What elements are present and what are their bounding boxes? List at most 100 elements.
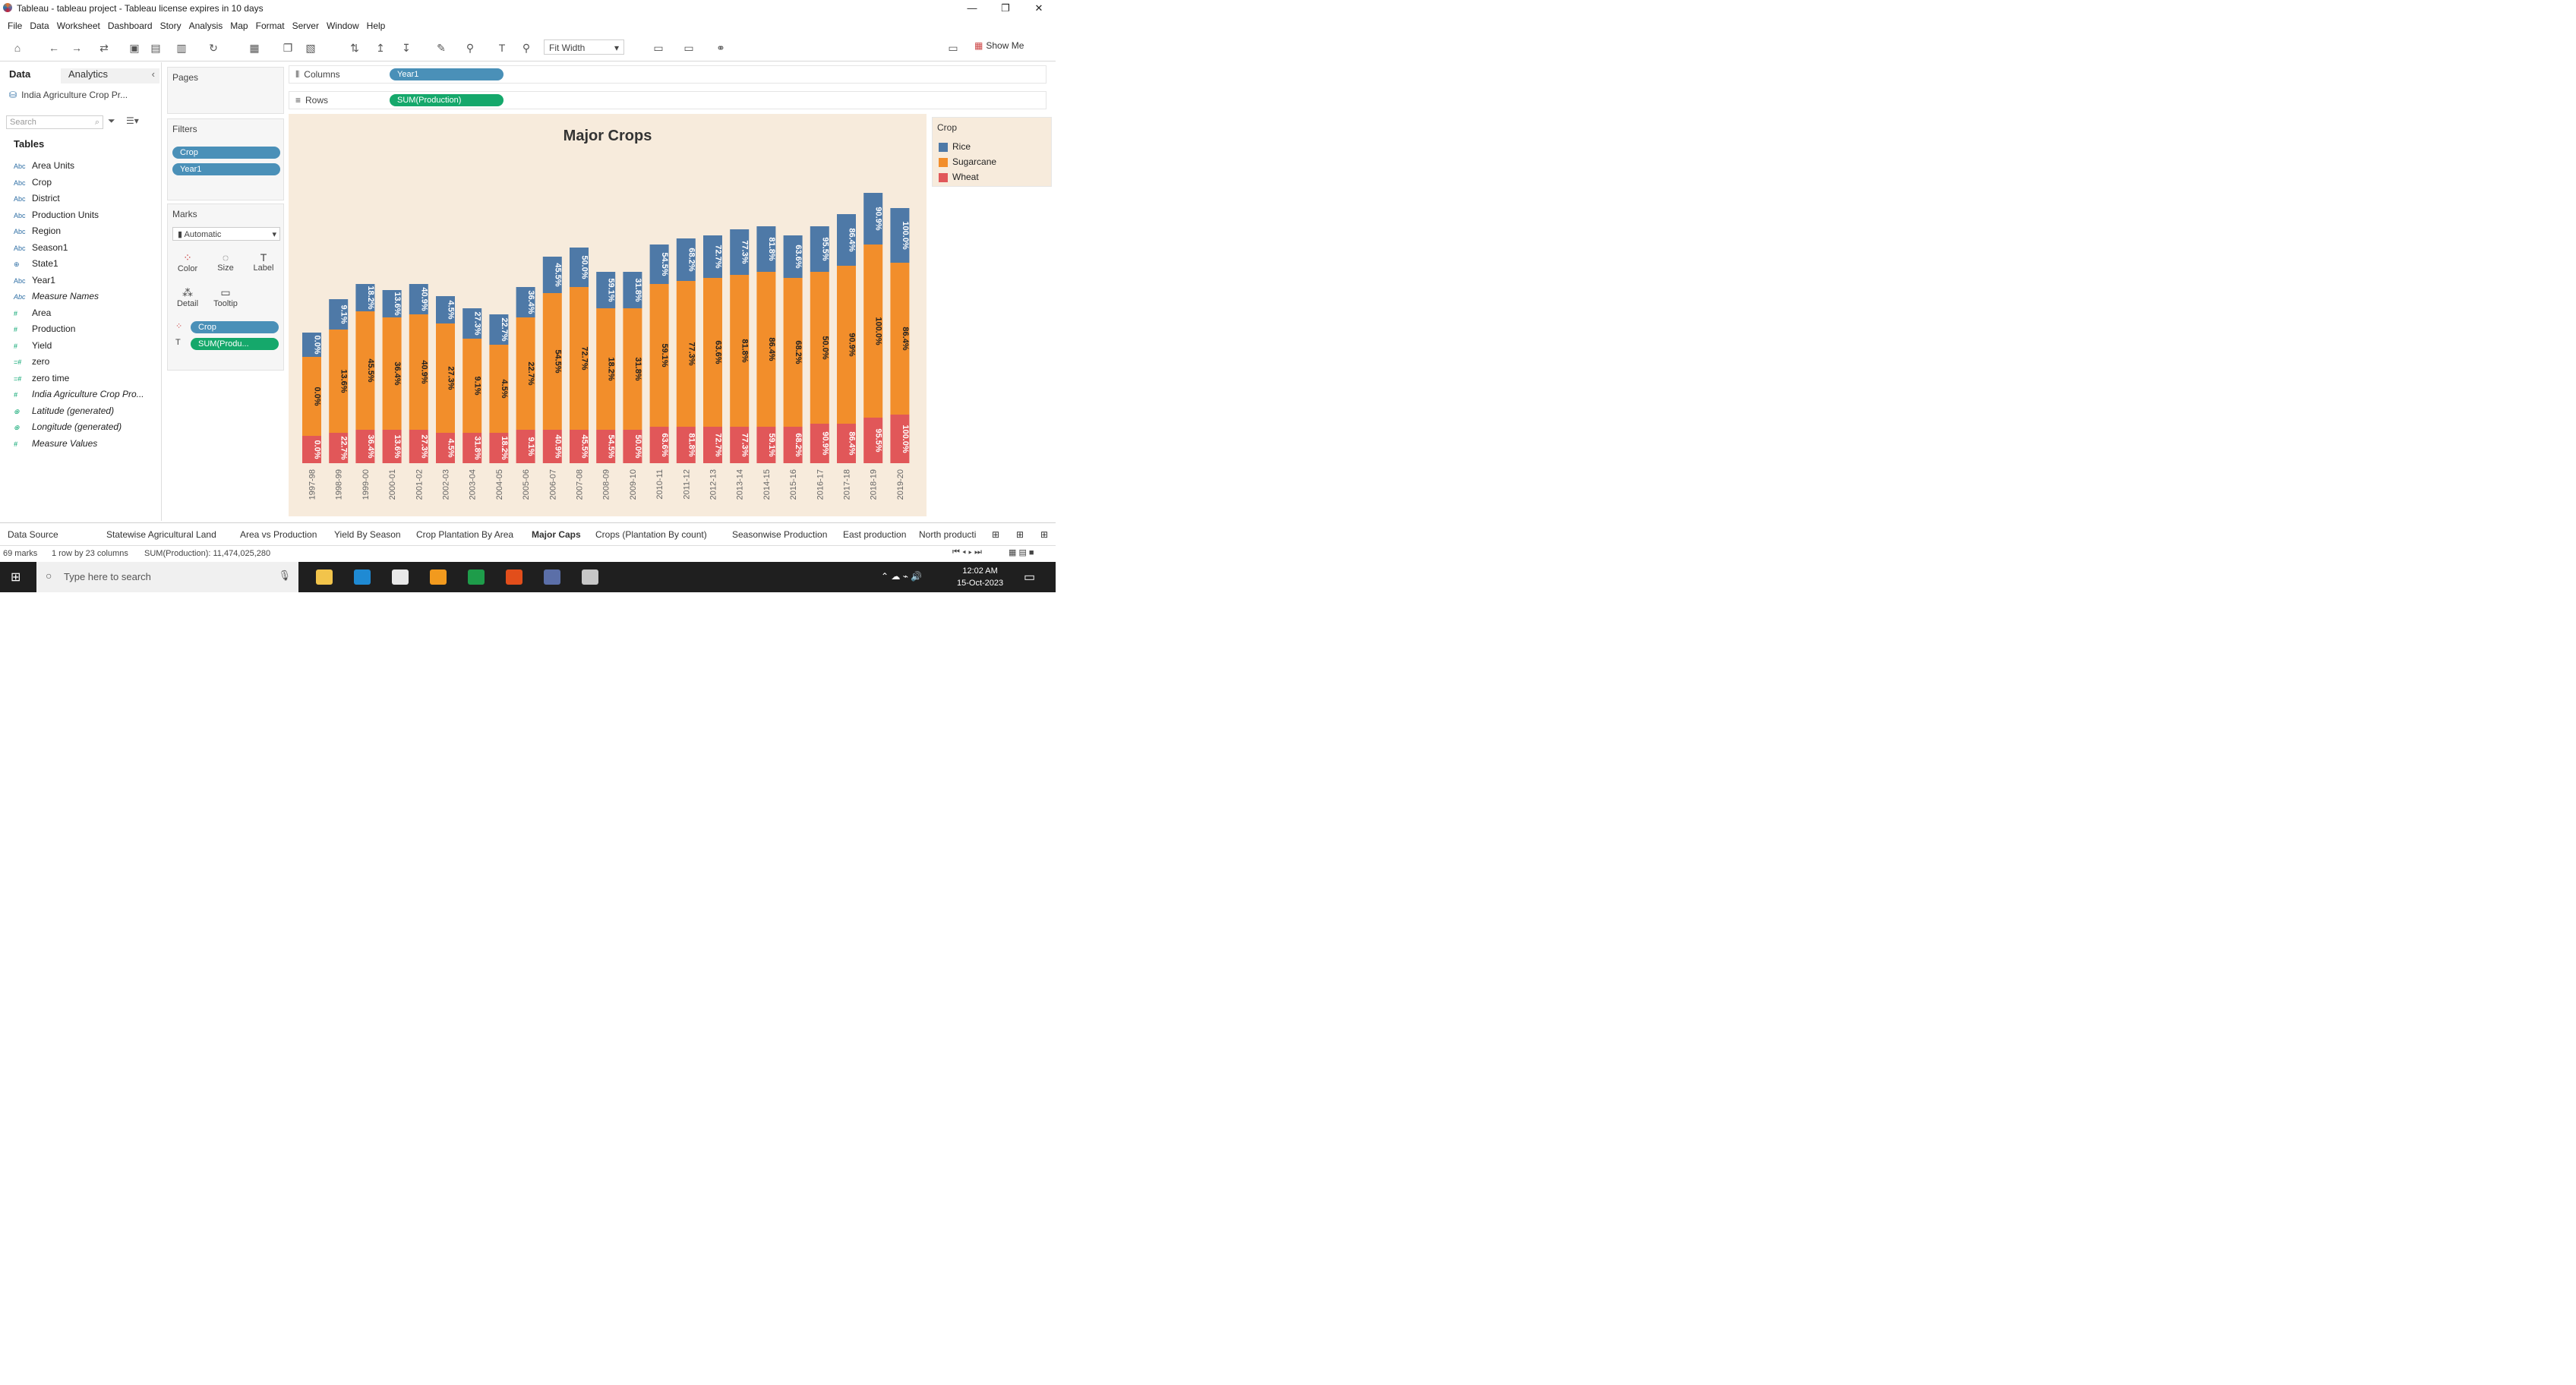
bar-sugarcane[interactable] bbox=[596, 308, 616, 430]
tab-analytics[interactable]: Analytics ‹ bbox=[61, 68, 159, 84]
field-india-agriculture-crop-pro[interactable]: # India Agriculture Crop Pro... bbox=[14, 386, 158, 402]
size-button[interactable]: ◌ Size bbox=[209, 248, 242, 279]
new-dashboard-tab-icon[interactable]: ⊞ bbox=[1040, 529, 1049, 540]
bar-wheat[interactable] bbox=[489, 433, 509, 463]
bar-wheat[interactable] bbox=[516, 430, 535, 463]
close-icon[interactable]: ✕ bbox=[1034, 2, 1043, 14]
show-me-button[interactable]: ▦ Show Me bbox=[974, 40, 1024, 51]
filter-pill-year[interactable]: Year1 bbox=[172, 163, 280, 175]
pause-icon[interactable]: ▥ bbox=[176, 42, 187, 54]
bar-wheat[interactable] bbox=[596, 430, 616, 463]
field-yield[interactable]: # Yield bbox=[14, 338, 158, 353]
app-gray-icon[interactable] bbox=[582, 569, 598, 585]
home-icon[interactable]: ⌂ bbox=[14, 42, 21, 54]
bar-wheat[interactable] bbox=[329, 433, 349, 463]
bar-wheat[interactable] bbox=[810, 424, 829, 463]
bar-rice[interactable] bbox=[409, 284, 428, 314]
bar-rice[interactable] bbox=[837, 214, 856, 266]
bar-sugarcane[interactable] bbox=[649, 284, 669, 427]
menu-window[interactable]: Window bbox=[326, 21, 359, 31]
field-district[interactable]: Abc District bbox=[14, 191, 158, 206]
bar-sugarcane[interactable] bbox=[329, 330, 349, 433]
view-mode-icon[interactable]: ▦ ▤ ■ bbox=[1009, 548, 1034, 557]
bar-wheat[interactable] bbox=[676, 427, 696, 463]
bar-wheat[interactable] bbox=[703, 427, 722, 463]
cards-icon[interactable]: ▭ bbox=[653, 42, 664, 54]
legend-item-rice[interactable]: Rice bbox=[939, 140, 971, 153]
save-icon[interactable]: ▣ bbox=[129, 42, 140, 54]
field-production-units[interactable]: Abc Production Units bbox=[14, 207, 158, 222]
new-sheet-tab-icon[interactable]: ⊞ bbox=[1016, 529, 1024, 540]
bar-rice[interactable] bbox=[516, 287, 535, 317]
share-icon[interactable]: ⚭ bbox=[716, 42, 725, 54]
bar-sugarcane[interactable] bbox=[783, 278, 803, 427]
bar-sugarcane[interactable] bbox=[863, 245, 883, 418]
menu-worksheet[interactable]: Worksheet bbox=[56, 21, 100, 31]
bar-sugarcane[interactable] bbox=[810, 272, 829, 424]
filter-icon[interactable]: ⏷ bbox=[108, 115, 115, 126]
pin-icon[interactable]: ⚲ bbox=[522, 42, 531, 54]
rows-pill-production[interactable]: SUM(Production) bbox=[390, 94, 504, 106]
clock[interactable]: 12:02 AM 15-Oct-2023 bbox=[957, 566, 1004, 588]
datasource-name[interactable]: ⛁ India Agriculture Crop Pr... bbox=[9, 90, 128, 100]
menu-map[interactable]: Map bbox=[230, 21, 248, 31]
bar-wheat[interactable] bbox=[623, 430, 642, 463]
windows-start-icon[interactable]: ⊞ bbox=[11, 571, 21, 584]
bar-wheat[interactable] bbox=[730, 427, 750, 463]
marks-card[interactable]: Marks ▮ Automatic ▾ ⁘ Color ◌ Size T Label ⁂… bbox=[167, 203, 284, 371]
rows-shelf[interactable]: ≡ Rows SUM(Production) bbox=[289, 91, 1046, 109]
menu-story[interactable]: Story bbox=[159, 21, 182, 31]
field-zero-time[interactable]: =# zero time bbox=[14, 371, 158, 386]
field-crop[interactable]: Abc Crop bbox=[14, 175, 158, 190]
bar-rice[interactable] bbox=[542, 257, 562, 293]
duplicate-icon[interactable]: ❐ bbox=[283, 42, 293, 54]
pages-card[interactable]: Pages bbox=[167, 67, 284, 114]
field-search-input[interactable]: Search ⌕ bbox=[6, 115, 103, 129]
sheet-tab-crops-plantation-by-count[interactable]: Crops (Plantation By count) bbox=[595, 529, 707, 540]
file-explorer-icon[interactable] bbox=[316, 569, 333, 585]
sheet-tab-statewise-agricultural-land[interactable]: Statewise Agricultural Land bbox=[106, 529, 216, 540]
field-area-units[interactable]: Abc Area Units bbox=[14, 158, 158, 173]
bar-wheat[interactable] bbox=[570, 430, 589, 463]
field-latitude-generated[interactable]: ⊕ Latitude (generated) bbox=[14, 403, 158, 418]
sheet-tab-data-source[interactable]: Data Source bbox=[8, 529, 58, 540]
menu-format[interactable]: Format bbox=[255, 21, 285, 31]
bar-rice[interactable] bbox=[302, 333, 321, 357]
sort-desc-icon[interactable]: ↧ bbox=[402, 42, 411, 54]
bar-sugarcane[interactable] bbox=[676, 281, 696, 427]
bar-rice[interactable] bbox=[890, 208, 910, 263]
columns-shelf[interactable]: ⦀ Columns Year1 bbox=[289, 65, 1046, 84]
forward-icon[interactable]: → bbox=[71, 42, 82, 54]
menu-help[interactable]: Help bbox=[366, 21, 386, 31]
new-datasource-icon[interactable]: ▤ bbox=[150, 42, 161, 54]
bar-rice[interactable] bbox=[355, 284, 375, 311]
datasource-icon[interactable]: ⇄ bbox=[99, 42, 109, 54]
filters-card[interactable]: Filters Crop Year1 bbox=[167, 118, 284, 200]
field-area[interactable]: # Area bbox=[14, 305, 158, 320]
sheet-tab-crop-plantation-by-area[interactable]: Crop Plantation By Area bbox=[416, 529, 514, 540]
bar-wheat[interactable] bbox=[436, 433, 455, 463]
sheet-tab-seasonwise-production[interactable]: Seasonwise Production bbox=[732, 529, 828, 540]
menu-data[interactable]: Data bbox=[30, 21, 49, 31]
notifications-icon[interactable]: ▭ bbox=[1024, 571, 1036, 584]
highlight-icon[interactable]: ✎ bbox=[437, 42, 446, 54]
clear-icon[interactable]: ▧ bbox=[305, 42, 316, 54]
minimize-icon[interactable]: — bbox=[967, 2, 977, 14]
sheet-tab-yield-by-season[interactable]: Yield By Season bbox=[334, 529, 401, 540]
back-icon[interactable]: ← bbox=[49, 42, 59, 54]
comment-icon[interactable]: ▭ bbox=[948, 42, 958, 54]
field-region[interactable]: Abc Region bbox=[14, 223, 158, 238]
refresh-icon[interactable]: ↻ bbox=[209, 42, 218, 54]
sheet-tab-major-caps[interactable]: Major Caps bbox=[532, 529, 581, 540]
field-measure-names[interactable]: Abc Measure Names bbox=[14, 289, 158, 304]
bar-rice[interactable] bbox=[623, 272, 642, 308]
field-longitude-generated[interactable]: ⊕ Longitude (generated) bbox=[14, 419, 158, 434]
menu-dashboard[interactable]: Dashboard bbox=[107, 21, 153, 31]
bar-wheat[interactable] bbox=[542, 430, 562, 463]
bar-wheat[interactable] bbox=[409, 430, 428, 463]
bar-wheat[interactable] bbox=[302, 436, 321, 463]
detail-button[interactable]: ⁂ Detail bbox=[171, 283, 204, 314]
group-icon[interactable]: ⚲ bbox=[466, 42, 475, 54]
bar-sugarcane[interactable] bbox=[542, 293, 562, 430]
color-button[interactable]: ⁘ Color bbox=[171, 248, 204, 279]
